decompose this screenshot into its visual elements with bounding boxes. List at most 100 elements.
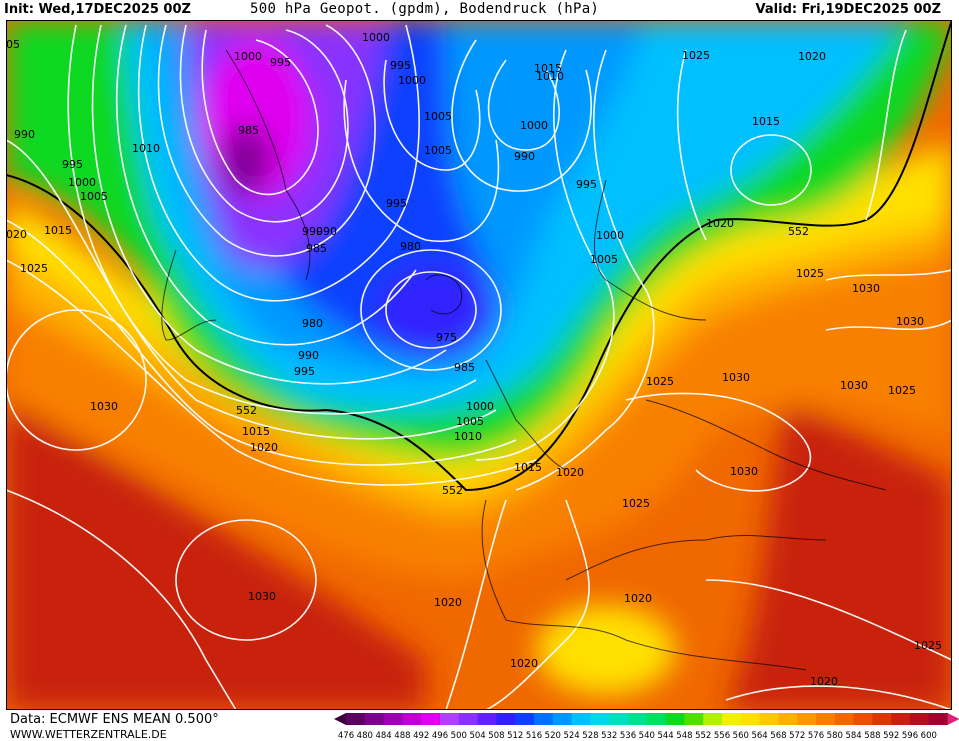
isobar-label: 1020 bbox=[810, 675, 838, 688]
legend-tick-label: 580 bbox=[827, 731, 843, 740]
legend-tick-label: 576 bbox=[808, 731, 824, 740]
isobar-label: 1005 bbox=[456, 415, 484, 428]
isobar-label: 1010 bbox=[536, 70, 564, 83]
legend-arrow-right bbox=[947, 713, 959, 725]
field-red-south bbox=[6, 400, 426, 710]
isobar-label: 995 bbox=[386, 197, 407, 210]
isobar-label: 1020 bbox=[624, 592, 652, 605]
weather-map: 1000 995 990 985 1010 990 995 1000 1005 … bbox=[6, 20, 952, 710]
isobar-label: 980 bbox=[400, 240, 421, 253]
color-legend: 476 480 484 488 492 496 500 504 508 512 516 520 524 5… bbox=[334, 713, 959, 740]
contour-label: 552 bbox=[442, 484, 463, 497]
isobar-label: 1010 bbox=[454, 430, 482, 443]
isobar-label: 020 bbox=[6, 228, 27, 241]
isobar-label: 1015 bbox=[752, 115, 780, 128]
legend-tick-label: 480 bbox=[357, 731, 373, 740]
contour-label-group: 552 552 552 bbox=[236, 225, 809, 497]
legend-swatch bbox=[496, 713, 516, 725]
legend-arrow-left bbox=[334, 713, 346, 725]
legend-swatch bbox=[665, 713, 685, 725]
legend-tick-label: 484 bbox=[375, 731, 391, 740]
isobar-label: 1030 bbox=[730, 465, 758, 478]
legend-swatch bbox=[797, 713, 817, 725]
isobar-label-group: 1000 995 990 985 1010 990 995 1000 1005 … bbox=[6, 31, 942, 688]
field-yellow-africa bbox=[536, 605, 676, 695]
isobar-label: 995 bbox=[270, 56, 291, 69]
isobar-label: 990 bbox=[316, 225, 337, 238]
legend-tick-label: 584 bbox=[845, 731, 861, 740]
isobar-label: 985 bbox=[306, 242, 327, 255]
isobar-label: 1000 bbox=[398, 74, 426, 87]
chart-title: 500 hPa Geopot. (gpdm), Bodendruck (hPa) bbox=[250, 1, 600, 17]
legend-swatch bbox=[440, 713, 460, 725]
isobar-label: 1030 bbox=[248, 590, 276, 603]
legend-swatch bbox=[609, 713, 629, 725]
legend-tick-label: 528 bbox=[582, 731, 598, 740]
isobar-label: 1025 bbox=[622, 497, 650, 510]
legend-tick-label: 488 bbox=[394, 731, 410, 740]
isobar-label: 995 bbox=[576, 178, 597, 191]
legend-tick-label: 568 bbox=[770, 731, 786, 740]
isobar-label: 1025 bbox=[914, 639, 942, 652]
legend-tick-label: 596 bbox=[902, 731, 918, 740]
legend-swatch bbox=[816, 713, 836, 725]
legend-swatch bbox=[477, 713, 497, 725]
isobar-label: 1015 bbox=[44, 224, 72, 237]
contour-552 bbox=[6, 20, 952, 492]
isobar-label: 1000 bbox=[466, 400, 494, 413]
isobar-label: 1005 bbox=[80, 190, 108, 203]
legend-swatch bbox=[872, 713, 892, 725]
geopotential-field bbox=[6, 20, 952, 710]
legend-swatch bbox=[853, 713, 873, 725]
field-blue-low bbox=[376, 265, 496, 355]
legend-tick-label: 512 bbox=[507, 731, 523, 740]
isobar-label: 990 bbox=[298, 349, 319, 362]
isobar-label: 1020 bbox=[510, 657, 538, 670]
legend-swatch bbox=[421, 713, 441, 725]
isobar-label: 1020 bbox=[798, 50, 826, 63]
field-red-southeast bbox=[726, 400, 952, 710]
isobar-label: 1030 bbox=[90, 400, 118, 413]
isobar-label: 1025 bbox=[682, 49, 710, 62]
isobar-label: 05 bbox=[6, 38, 20, 51]
isobar-label: 1000 bbox=[68, 176, 96, 189]
legend-swatch bbox=[703, 713, 723, 725]
legend-swatch bbox=[910, 713, 930, 725]
isobar-label: 1025 bbox=[646, 375, 674, 388]
isobar-label: 1020 bbox=[556, 466, 584, 479]
legend-swatch bbox=[515, 713, 535, 725]
isobar-label: 995 bbox=[62, 158, 83, 171]
legend-swatch bbox=[778, 713, 798, 725]
contour-label: 552 bbox=[788, 225, 809, 238]
legend-tick-label: 572 bbox=[789, 731, 805, 740]
data-source-label: Data: ECMWF ENS MEAN 0.500° bbox=[10, 712, 219, 727]
isobar-label: 1025 bbox=[888, 384, 916, 397]
website-label: WWW.WETTERZENTRALE.DE bbox=[10, 728, 167, 741]
legend-swatch bbox=[759, 713, 779, 725]
isobar-label: 990 bbox=[302, 225, 323, 238]
legend-swatch bbox=[684, 713, 704, 725]
isobar-label: 1020 bbox=[434, 596, 462, 609]
legend-swatch bbox=[571, 713, 591, 725]
legend-tick-label: 536 bbox=[620, 731, 636, 740]
legend-swatch bbox=[646, 713, 666, 725]
legend-tick-label: 508 bbox=[488, 731, 504, 740]
legend-swatch bbox=[534, 713, 554, 725]
legend-swatch bbox=[740, 713, 760, 725]
isobar-label: 995 bbox=[390, 59, 411, 72]
isobar-label: 1020 bbox=[706, 217, 734, 230]
legend-swatch bbox=[834, 713, 854, 725]
legend-tick-label: 556 bbox=[714, 731, 730, 740]
isobar-label: 1010 bbox=[132, 142, 160, 155]
legend-swatch bbox=[458, 713, 478, 725]
legend-swatch bbox=[628, 713, 648, 725]
contour-label: 552 bbox=[236, 404, 257, 417]
isobar-label: 995 bbox=[294, 365, 315, 378]
legend-tick-label: 592 bbox=[883, 731, 899, 740]
header: Init: Wed,17DEC2025 00Z 500 hPa Geopot. … bbox=[0, 0, 959, 20]
isobar-label: 1030 bbox=[722, 371, 750, 384]
legend-swatch bbox=[383, 713, 403, 725]
isobar-label: 975 bbox=[436, 331, 457, 344]
isobar-label: 1015 bbox=[534, 62, 562, 75]
init-time-label: Init: Wed,17DEC2025 00Z bbox=[4, 2, 191, 17]
